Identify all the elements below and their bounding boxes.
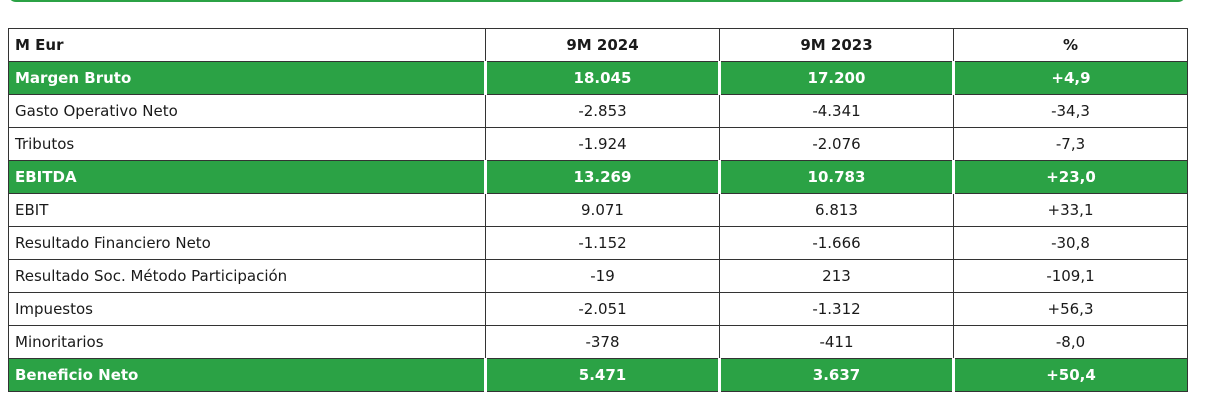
row-label: Tributos: [8, 127, 486, 161]
cell-value: +33,1: [953, 193, 1188, 227]
cell-value: 6.813: [719, 193, 954, 227]
highlight-row: Margen Bruto 18.045 17.200 +4,9: [8, 61, 1188, 95]
cell-value: 9.071: [485, 193, 720, 227]
top-border: [8, 0, 1186, 2]
cell-value: -19: [485, 259, 720, 293]
cell-value: 13.269: [484, 160, 720, 194]
data-row: Minoritarios -378 -411 -8,0: [8, 325, 1188, 359]
cell-value: 18.045: [484, 61, 720, 95]
row-label: Impuestos: [8, 292, 486, 326]
row-label: Resultado Soc. Método Participación: [8, 259, 486, 293]
data-row: Impuestos -2.051 -1.312 +56,3: [8, 292, 1188, 326]
cell-value: -34,3: [953, 94, 1188, 128]
cell-value: 10.783: [718, 160, 954, 194]
column-header: M Eur: [8, 28, 486, 62]
cell-value: +23,0: [952, 160, 1188, 194]
cell-value: -109,1: [953, 259, 1188, 293]
data-row: Resultado Soc. Método Participación -19 21…: [8, 259, 1188, 293]
cell-value: -2.853: [485, 94, 720, 128]
cell-value: 17.200: [718, 61, 954, 95]
highlight-row: EBITDA 13.269 10.783 +23,0: [8, 160, 1188, 194]
row-label: Gasto Operativo Neto: [8, 94, 486, 128]
highlight-row: Beneficio Neto 5.471 3.637 +50,4: [8, 358, 1188, 392]
column-header: 9M 2024: [485, 28, 720, 62]
data-row: Tributos -1.924 -2.076 -7,3: [8, 127, 1188, 161]
cell-value: 5.471: [484, 358, 720, 392]
row-label: EBITDA: [8, 160, 486, 194]
cell-value: -1.924: [485, 127, 720, 161]
results-table: M Eur 9M 2024 9M 2023% Margen Bruto 18.045 1…: [8, 28, 1188, 392]
data-row: Gasto Operativo Neto -2.853 -4.341 -34,3: [8, 94, 1188, 128]
row-label: Beneficio Neto: [8, 358, 486, 392]
cell-value: -2.076: [719, 127, 954, 161]
cell-value: +56,3: [953, 292, 1188, 326]
row-label: Resultado Financiero Neto: [8, 226, 486, 260]
cell-value: -1.312: [719, 292, 954, 326]
cell-value: -4.341: [719, 94, 954, 128]
data-row: Resultado Financiero Neto -1.152 -1.666 -30…: [8, 226, 1188, 260]
cell-value: -8,0: [953, 325, 1188, 359]
cell-value: 3.637: [718, 358, 954, 392]
cell-value: -378: [485, 325, 720, 359]
row-label: EBIT: [8, 193, 486, 227]
column-header: 9M 2023: [719, 28, 954, 62]
cell-value: 213: [719, 259, 954, 293]
cell-value: -411: [719, 325, 954, 359]
header-row: M Eur 9M 2024 9M 2023%: [8, 28, 1188, 62]
column-header: %: [953, 28, 1188, 62]
row-label: Minoritarios: [8, 325, 486, 359]
data-row: EBIT 9.071 6.813 +33,1: [8, 193, 1188, 227]
cell-value: -7,3: [953, 127, 1188, 161]
cell-value: -30,8: [953, 226, 1188, 260]
cell-value: +4,9: [952, 61, 1188, 95]
cell-value: +50,4: [952, 358, 1188, 392]
row-label: Margen Bruto: [8, 61, 486, 95]
cell-value: -2.051: [485, 292, 720, 326]
cell-value: -1.152: [485, 226, 720, 260]
cell-value: -1.666: [719, 226, 954, 260]
